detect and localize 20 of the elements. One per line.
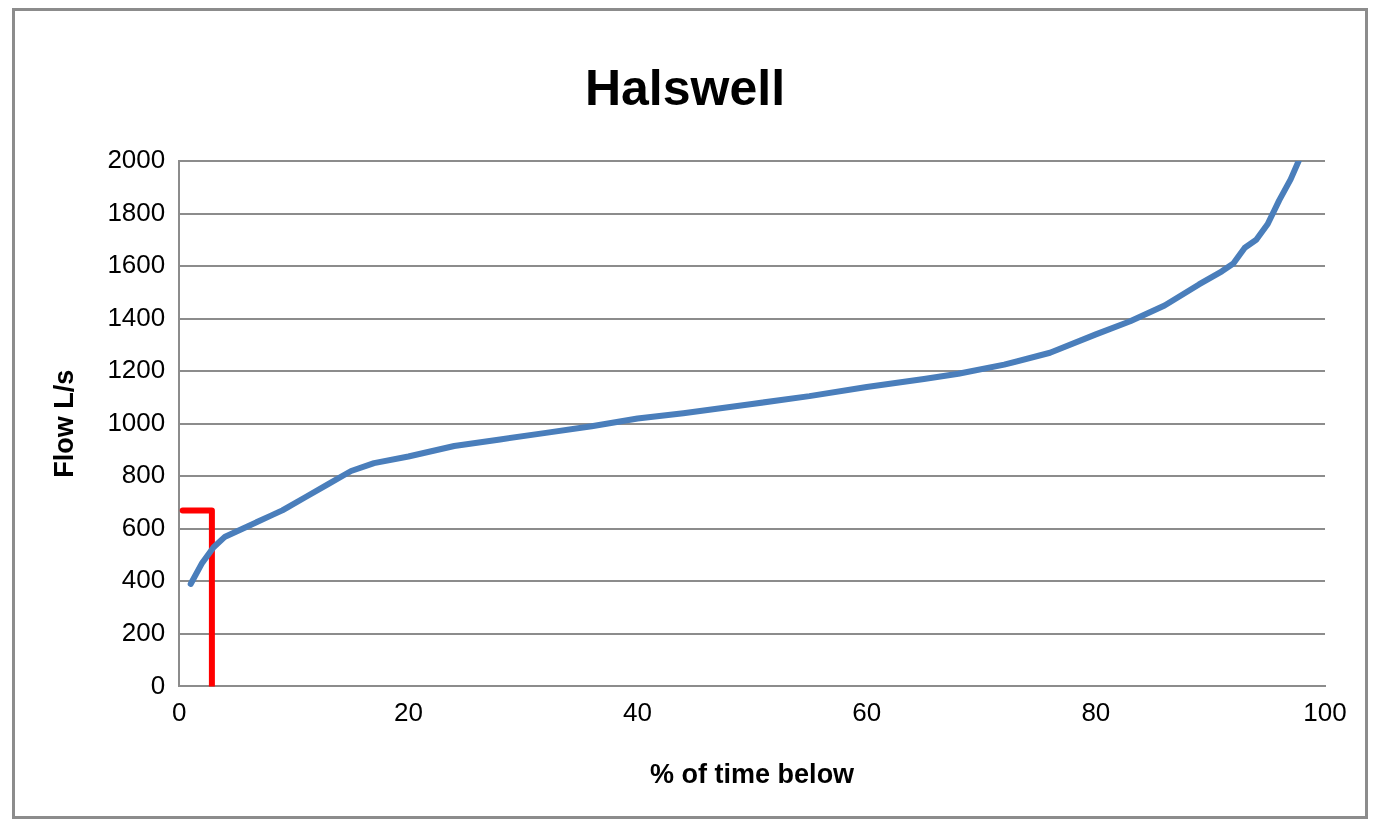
x-tick-label: 100: [1303, 697, 1347, 728]
y-tick-label: 400: [121, 564, 166, 595]
x-axis-title: % of time below: [650, 759, 856, 790]
y-tick-label: 1600: [107, 249, 166, 280]
y-tick-label: 1200: [107, 354, 166, 385]
y-tick-label: 1400: [107, 301, 166, 332]
chart-title: Halswell: [584, 59, 786, 116]
y-tick-label: 2000: [107, 144, 166, 175]
y-tick-label: 800: [121, 459, 166, 490]
y-axis-title: Flow L/s: [48, 369, 79, 478]
x-tick-label: 0: [172, 697, 187, 728]
x-tick-label: 20: [393, 697, 423, 728]
y-tick-label: 200: [121, 617, 166, 648]
x-tick-label: 60: [852, 697, 882, 728]
y-tick-label: 1000: [107, 406, 166, 437]
y-tick-label: 1800: [107, 196, 166, 227]
x-tick-label: 80: [1081, 697, 1111, 728]
y-tick-label: 0: [150, 669, 166, 700]
y-tick-label: 600: [121, 511, 166, 542]
x-tick-label: 40: [623, 697, 652, 728]
